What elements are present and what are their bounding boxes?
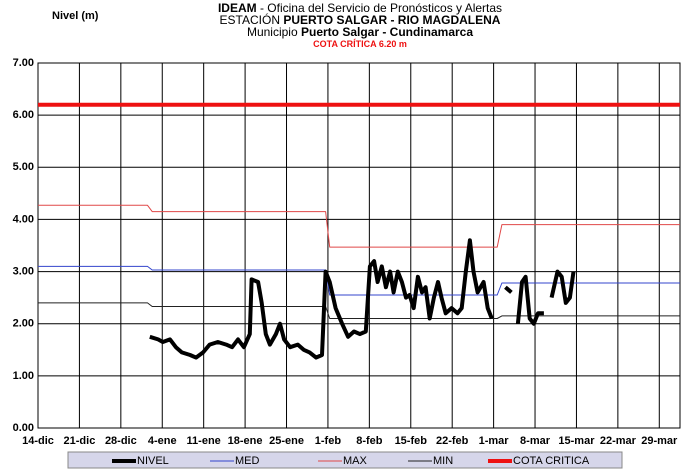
chart-title: COTA CRÍTICA 6.20 m bbox=[313, 39, 407, 49]
y-tick-label: 2.00 bbox=[13, 318, 34, 330]
x-tick-label: 22-mar bbox=[600, 435, 637, 447]
y-tick-label: 7.00 bbox=[13, 57, 34, 69]
legend-label: NIVEL bbox=[137, 455, 169, 467]
y-tick-label: 0.00 bbox=[13, 422, 34, 434]
series-line bbox=[38, 302, 680, 319]
x-tick-label: 14-dic bbox=[22, 435, 54, 447]
series-line bbox=[38, 204, 680, 248]
y-tick-label: 5.00 bbox=[13, 161, 34, 173]
plot-border bbox=[37, 62, 681, 429]
title-segment: Puerto Salgar - Cundinamarca bbox=[301, 25, 473, 39]
legend-label: COTA CRITICA bbox=[513, 455, 590, 467]
legend-label: MAX bbox=[343, 455, 368, 467]
chart-title: IDEAM - Oficina del Servicio de Pronósti… bbox=[218, 1, 502, 15]
chart-title: ESTACIÓN PUERTO SALGAR - RIO MAGDALENA bbox=[220, 12, 501, 27]
x-tick-label: 8-mar bbox=[520, 435, 551, 447]
legend-box bbox=[67, 451, 623, 469]
y-tick-label: 6.00 bbox=[13, 109, 34, 121]
title-segment: PUERTO SALGAR - RIO MAGDALENA bbox=[283, 13, 500, 27]
x-tick-label: 8-feb bbox=[356, 435, 383, 447]
title-segment: ESTACIÓN bbox=[220, 12, 284, 27]
x-tick-label: 21-dic bbox=[64, 435, 96, 447]
x-tick-label: 15-mar bbox=[558, 435, 595, 447]
x-tick-label: 4-ene bbox=[148, 435, 177, 447]
series-line bbox=[38, 265, 680, 296]
x-tick-label: 22-feb bbox=[436, 435, 469, 447]
title-segment: IDEAM bbox=[218, 1, 257, 15]
x-tick-label: 25-ene bbox=[269, 435, 304, 447]
y-tick-label: 1.00 bbox=[13, 370, 34, 382]
y-axis-label: Nivel (m) bbox=[52, 10, 99, 22]
x-tick-label: 1-feb bbox=[315, 435, 342, 447]
x-tick-label: 15-feb bbox=[395, 435, 428, 447]
legend-label: MIN bbox=[433, 455, 453, 467]
y-tick-label: 3.00 bbox=[13, 265, 34, 277]
title-segment: Municipio bbox=[247, 25, 301, 39]
title-segment: - Oficina del Servicio de Pronósticos y … bbox=[257, 1, 502, 15]
title-segment: COTA CRÍTICA 6.20 m bbox=[313, 39, 407, 49]
x-tick-label: 11-ene bbox=[187, 435, 221, 447]
y-tick-label: 4.00 bbox=[13, 213, 34, 225]
x-tick-label: 29-mar bbox=[641, 435, 678, 447]
legend-label: MED bbox=[235, 455, 260, 467]
chart-title: Municipio Puerto Salgar - Cundinamarca bbox=[247, 25, 473, 39]
series-line bbox=[149, 238, 576, 360]
x-tick-label: 18-ene bbox=[228, 435, 263, 447]
x-tick-label: 28-dic bbox=[105, 435, 137, 447]
x-tick-label: 1-mar bbox=[479, 435, 510, 447]
